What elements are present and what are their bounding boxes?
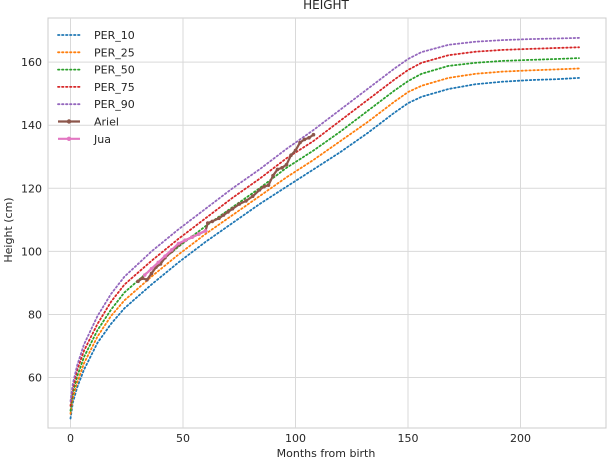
x-tick-label: 100 [285, 432, 306, 445]
legend-label-per-10: PER_10 [94, 29, 135, 42]
y-tick-label: 140 [21, 119, 42, 132]
y-tick-label: 160 [21, 56, 42, 69]
data-point-ariel [140, 276, 145, 280]
series-line-per-90 [69, 37, 580, 403]
gridlines [48, 18, 606, 428]
series-line-per-50 [69, 57, 580, 412]
legend-marker-jua [66, 136, 72, 141]
data-point-jua [156, 260, 161, 265]
data-point-ariel [284, 162, 289, 167]
y-tick-label: 80 [28, 308, 42, 321]
series-line-per-75 [69, 46, 580, 407]
x-tick-label: 0 [67, 432, 74, 445]
x-tick-label: 200 [510, 432, 531, 445]
data-point-ariel [275, 167, 280, 172]
plot-frame [47, 17, 607, 429]
series-layer [69, 37, 580, 420]
data-point-jua [190, 235, 194, 239]
legend-label-ariel: Ariel [94, 116, 119, 129]
data-point-ariel [244, 199, 248, 203]
data-point-ariel [262, 184, 266, 189]
data-point-jua [176, 241, 181, 246]
y-tick-label: 60 [28, 372, 42, 385]
data-point-ariel [217, 216, 221, 221]
data-point-ariel [136, 279, 140, 284]
data-point-ariel [221, 213, 226, 217]
data-point-ariel [257, 188, 262, 192]
data-point-ariel [307, 136, 311, 140]
legend-label-jua: Jua [93, 133, 111, 146]
legend-label-per-50: PER_50 [94, 64, 135, 77]
x-axis-ticks: 0 50 100 150 200 [67, 432, 531, 445]
data-point-ariel [237, 202, 242, 206]
data-point-ariel [293, 148, 298, 153]
chart-title: HEIGHT [303, 0, 349, 12]
data-point-jua [149, 266, 154, 271]
data-point-jua [203, 229, 208, 233]
data-point-ariel [298, 140, 302, 145]
series-line-jua [144, 229, 206, 276]
data-point-jua [142, 273, 147, 277]
legend-label-per-25: PER_25 [94, 46, 135, 59]
data-point-ariel [149, 271, 154, 276]
data-point-ariel [311, 132, 316, 137]
data-point-ariel [302, 137, 307, 142]
data-point-jua [163, 254, 167, 258]
legend: PER_10 PER_25 PER_50 PER_75 PER_90 Ariel Jua [57, 29, 135, 146]
data-point-ariel [289, 153, 293, 157]
data-point-jua [169, 248, 174, 252]
data-point-jua [196, 232, 201, 236]
data-point-ariel [205, 221, 210, 225]
x-axis-label: Months from birth [277, 447, 376, 460]
y-axis-label: Height (cm) [2, 197, 15, 262]
y-tick-label: 120 [21, 182, 42, 195]
data-point-ariel [250, 194, 255, 198]
data-point-ariel [280, 166, 284, 170]
data-point-ariel [210, 219, 215, 224]
data-point-ariel [271, 173, 275, 178]
x-tick-label: 50 [176, 432, 190, 445]
y-axis-ticks: 60 80 100 120 140 160 [21, 56, 42, 384]
plot-area [47, 17, 607, 429]
data-point-ariel [266, 183, 271, 187]
x-tick-label: 150 [398, 432, 419, 445]
data-point-ariel [230, 207, 235, 211]
legend-label-per-75: PER_75 [94, 81, 135, 94]
series-line-per-25 [69, 67, 580, 415]
series-line-per-10 [69, 77, 580, 420]
legend-label-per-90: PER_90 [94, 98, 135, 111]
data-point-ariel [145, 277, 149, 282]
data-point-jua [183, 238, 188, 243]
y-tick-label: 100 [21, 245, 42, 258]
legend-marker-ariel [66, 119, 72, 124]
data-point-ariel [226, 210, 230, 214]
